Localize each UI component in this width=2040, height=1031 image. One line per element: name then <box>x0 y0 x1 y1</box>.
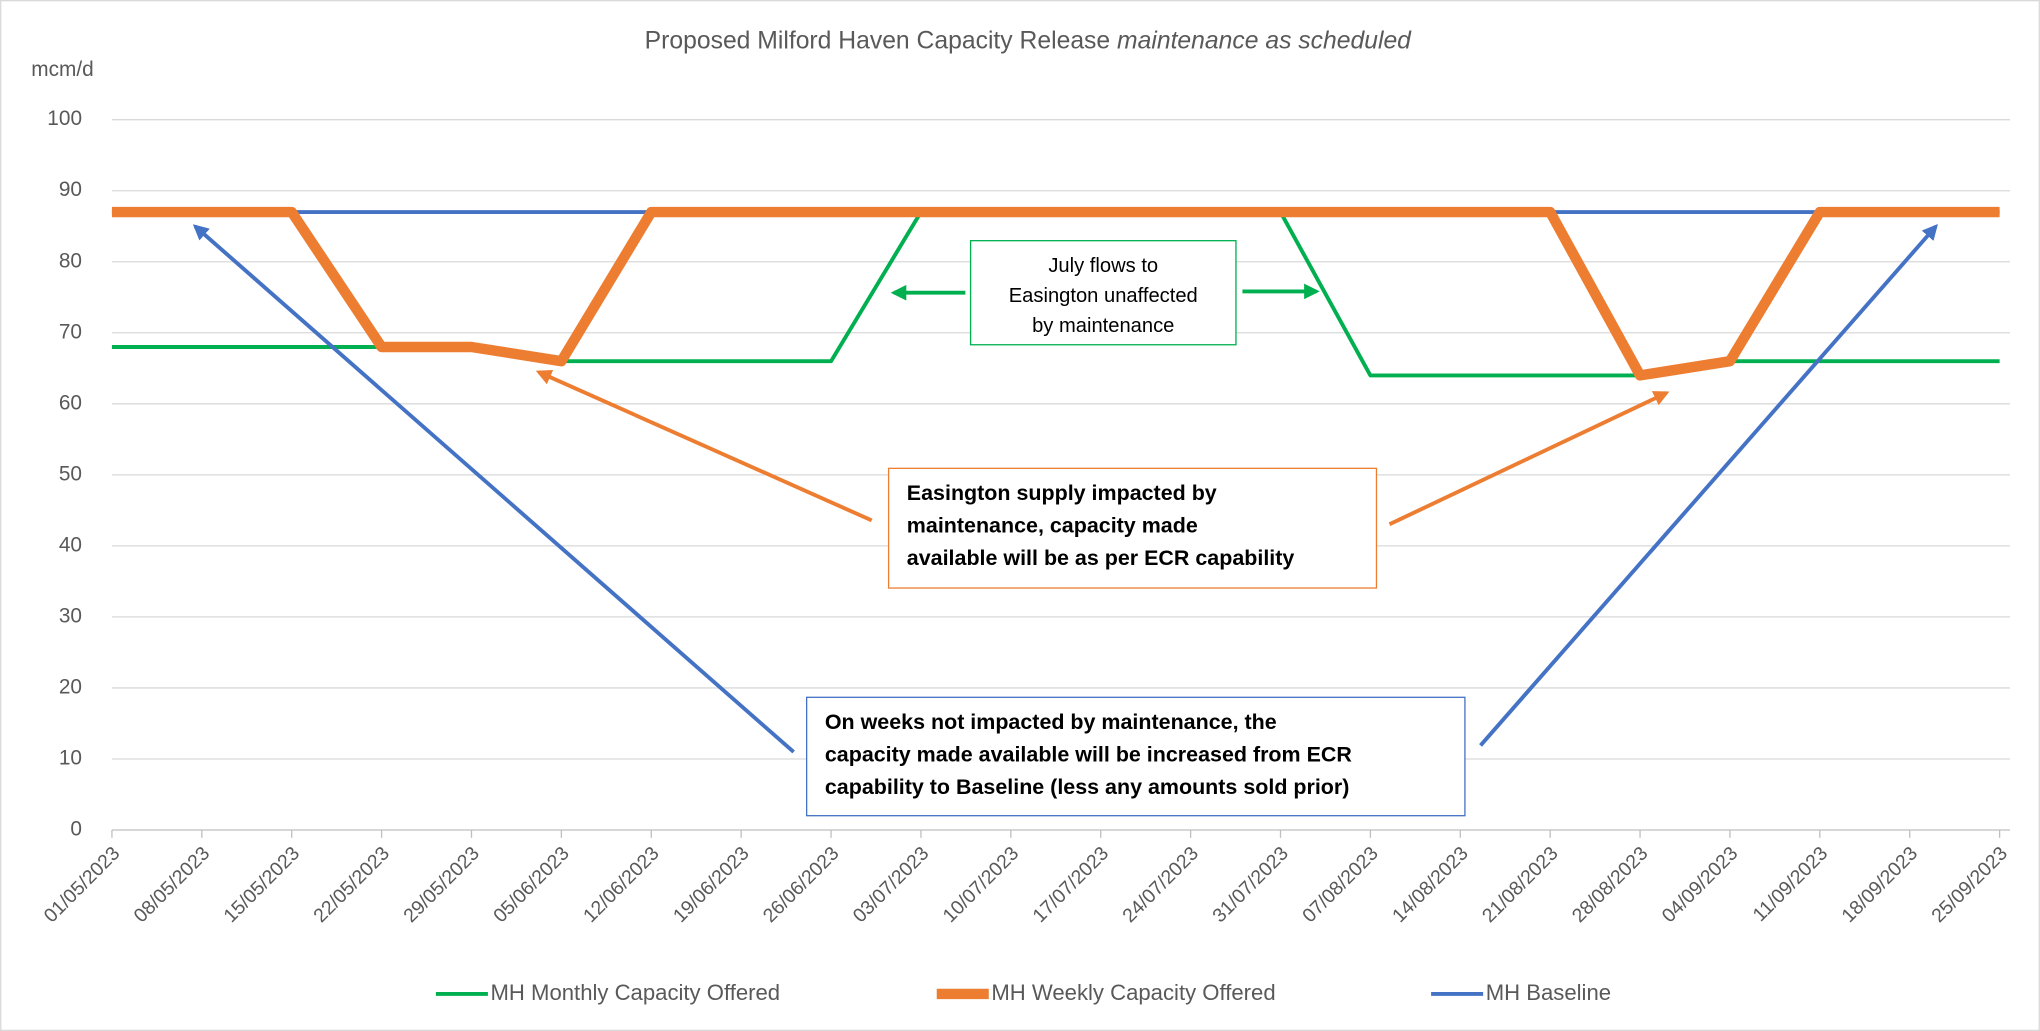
y-axis-label: mcm/d <box>31 58 93 81</box>
annotation-text: July flows to <box>1048 255 1158 277</box>
y-tick-label: 80 <box>59 249 82 272</box>
subtitle: maintenance as scheduled <box>1117 27 1412 54</box>
annotation-box <box>887 467 1378 589</box>
lines <box>111 206 2000 381</box>
y-tick-label: 60 <box>59 391 82 414</box>
y-tick-label: 0 <box>70 818 82 841</box>
annotation-text: Easington supply impacted by <box>907 481 1217 505</box>
y-tick-label: 20 <box>59 675 82 698</box>
y-tick-label: 30 <box>59 604 82 627</box>
arrow <box>1388 391 1670 527</box>
legend: MH Monthly Capacity Offered MH Weekly Cap… <box>435 980 1611 1005</box>
y-tick-label: 70 <box>59 320 82 343</box>
annotation-box <box>969 240 1237 346</box>
arrow <box>192 224 795 754</box>
arrow <box>535 370 873 523</box>
legend-label: MH Monthly Capacity Offered <box>491 980 781 1005</box>
arrow <box>1479 224 1938 747</box>
series-line <box>111 206 2000 381</box>
y-tick-label: 100 <box>47 107 82 130</box>
title: Proposed Milford Haven Capacity Release <box>645 27 1110 54</box>
annotation-text: capability to Baseline (less any amounts… <box>825 775 1350 799</box>
y-tick-label: 40 <box>59 533 82 556</box>
y-tick-label: 90 <box>59 178 82 201</box>
annotation-text: capacity made available will be increase… <box>825 743 1353 767</box>
y-tick-label: 10 <box>59 746 82 769</box>
chart-title: Proposed Milford Haven Capacity Release … <box>645 27 1413 54</box>
annotations: July flows to Easington unaffected by main… <box>192 224 1938 817</box>
annotation-text: maintenance, capacity made <box>907 514 1198 538</box>
annotation-text: Easington unaffected <box>1009 285 1198 307</box>
annotation-box <box>805 696 1466 817</box>
legend-label: MH Baseline <box>1486 980 1611 1005</box>
y-tick-label: 50 <box>59 462 82 485</box>
annotation-text: available will be as per ECR capability <box>907 546 1295 570</box>
annotation-text: by maintenance <box>1032 315 1174 337</box>
legend-label: MH Weekly Capacity Offered <box>991 980 1275 1005</box>
annotation-text: On weeks not impacted by maintenance, th… <box>825 710 1277 734</box>
